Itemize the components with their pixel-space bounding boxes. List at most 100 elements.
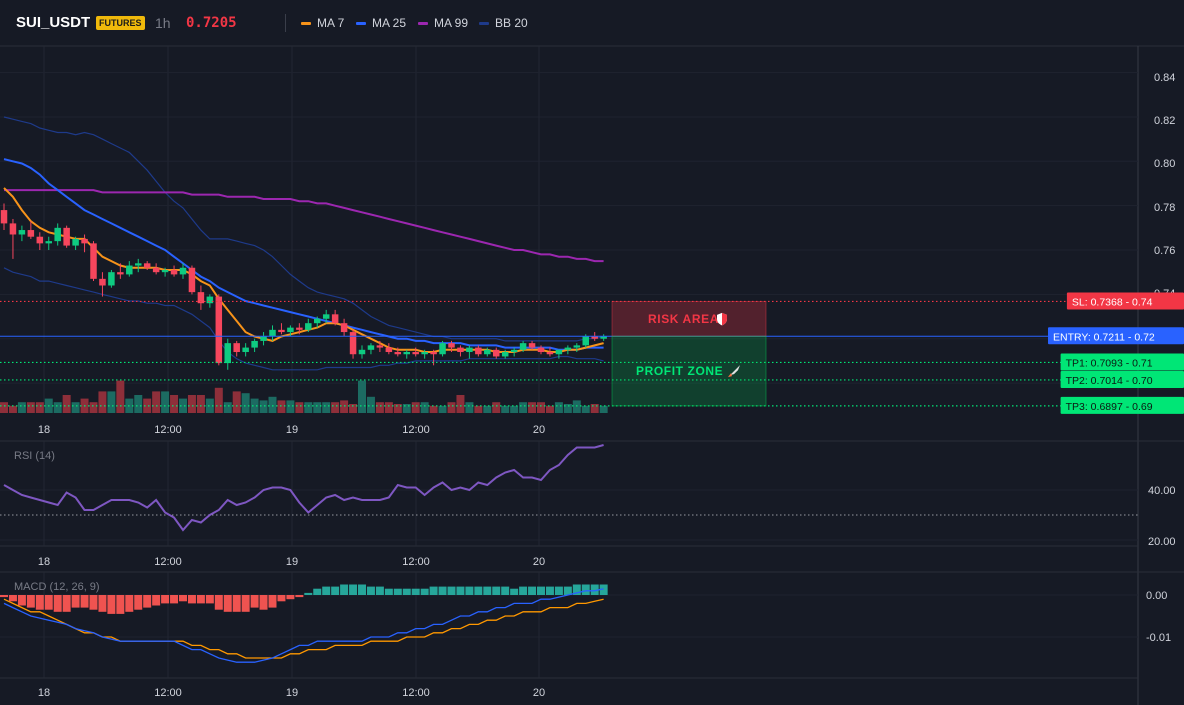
candle-body <box>466 347 473 353</box>
volume-bar <box>286 400 295 413</box>
candle-body <box>358 349 366 355</box>
candle-body <box>117 272 124 275</box>
volume-bar <box>384 402 393 413</box>
macd-histogram-bar <box>152 595 161 606</box>
volume-bar <box>0 402 8 413</box>
symbol-name[interactable]: SUI_USDT <box>16 14 91 31</box>
candle-body <box>72 238 79 246</box>
volume-bar <box>554 402 563 413</box>
macd-histogram-bar <box>528 586 537 595</box>
candle-body <box>475 347 482 355</box>
candle-body <box>591 336 598 339</box>
candle-body <box>197 292 205 304</box>
macd-tick-label: -0.01 <box>1146 632 1171 644</box>
futures-badge: FUTURES <box>96 16 145 30</box>
volume-bar <box>528 402 537 413</box>
bb-upper-line <box>3 116 604 342</box>
volume-bar <box>214 387 223 413</box>
volume-bar <box>358 380 366 413</box>
chart-header: SUI_USDT FUTURES 1h 0.7205 MA 7 MA 25 MA… <box>0 0 1184 46</box>
level-tag-bg <box>1060 353 1184 371</box>
volume-bar <box>17 402 26 413</box>
price-axis[interactable]: 0.84 0.82 0.80 0.78 0.76 0.74 <box>1154 72 1175 300</box>
macd-histogram-bar <box>411 588 420 595</box>
macd-histogram-bar <box>366 586 375 595</box>
time-tick-label: 12:00 <box>154 424 182 436</box>
bollinger-bands <box>3 116 604 371</box>
macd-histogram-bar <box>71 595 80 608</box>
time-tick-label: 12:00 <box>402 556 430 568</box>
candle-body <box>287 327 294 333</box>
profit-zone-box <box>611 335 767 407</box>
volume-bar <box>456 395 465 413</box>
volume-bar <box>143 398 152 413</box>
time-tick-label: 20 <box>533 687 545 699</box>
candle-body <box>45 241 52 244</box>
level-tag-bg <box>1060 396 1184 414</box>
volume-bar <box>349 404 358 413</box>
candle-body <box>278 329 285 333</box>
legend-ma99[interactable]: MA 99 <box>418 16 468 30</box>
candle-body <box>27 230 35 237</box>
legend-ma25[interactable]: MA 25 <box>356 16 406 30</box>
volume-bar <box>259 400 268 413</box>
volume-bar <box>340 400 349 413</box>
macd-histogram-bar <box>519 586 528 595</box>
volume-bar <box>134 395 143 413</box>
legend-swatch <box>479 21 489 25</box>
legend-ma7[interactable]: MA 7 <box>301 16 344 30</box>
macd-histogram-bar <box>599 584 608 595</box>
macd-histogram-bar <box>161 595 170 604</box>
macd-histogram-bar <box>170 595 179 604</box>
volume-bar <box>179 398 187 413</box>
volume-bar <box>89 402 98 413</box>
volume-bar <box>62 395 71 413</box>
macd-histogram-bar <box>358 584 366 595</box>
time-tick-label: 19 <box>286 687 298 699</box>
candle-body <box>546 352 554 355</box>
volume-bar <box>599 405 608 413</box>
risk-area-label: RISK AREA <box>648 312 719 326</box>
volume-bar <box>545 405 554 413</box>
level-tag-bg <box>1060 370 1184 388</box>
macd-histogram-bar <box>179 595 187 602</box>
interval-label[interactable]: 1h <box>155 15 171 31</box>
volume-bar <box>519 402 528 413</box>
candle-body <box>430 352 437 355</box>
candlesticks[interactable] <box>0 203 607 370</box>
candle-body <box>573 345 581 348</box>
macd-histogram-bar <box>250 595 259 608</box>
trade-levels <box>0 300 1138 407</box>
legend-bb20[interactable]: BB 20 <box>479 16 528 30</box>
level-tag-label: ENTRY: 0.7211 - 0.72 <box>1053 331 1155 343</box>
rocket-icon <box>728 365 740 378</box>
candle-body <box>143 263 151 268</box>
macd-histogram-bar <box>447 586 456 595</box>
price-tick-label: 0.84 <box>1154 72 1175 84</box>
candle-body <box>582 336 589 346</box>
volume-bar <box>465 402 474 413</box>
candle-body <box>126 265 133 275</box>
candle-body <box>81 238 88 244</box>
candle-body <box>0 210 8 224</box>
candle-body <box>439 343 446 355</box>
macd-histogram-bar <box>107 595 116 614</box>
macd-histogram-bar <box>572 584 581 595</box>
macd-histogram-bar <box>35 595 44 610</box>
macd-histogram-bar <box>98 595 107 612</box>
macd-histogram-bar <box>259 595 268 610</box>
macd-histogram-bar <box>420 588 429 595</box>
volume-bar <box>35 402 44 413</box>
candle-body <box>99 278 106 286</box>
candle-body <box>501 352 509 357</box>
volume-bar <box>447 402 456 413</box>
macd-histogram-bar <box>277 595 286 602</box>
price-tick-label: 0.80 <box>1154 158 1175 170</box>
macd-line <box>3 588 604 663</box>
macd-histogram-bar <box>322 586 331 595</box>
time-axis[interactable]: 18 12:00 19 12:00 20 18 12:00 19 12:00 2… <box>38 424 545 699</box>
candle-body <box>108 272 115 286</box>
bb-lower-line <box>3 267 604 371</box>
volume-bar <box>375 402 384 413</box>
